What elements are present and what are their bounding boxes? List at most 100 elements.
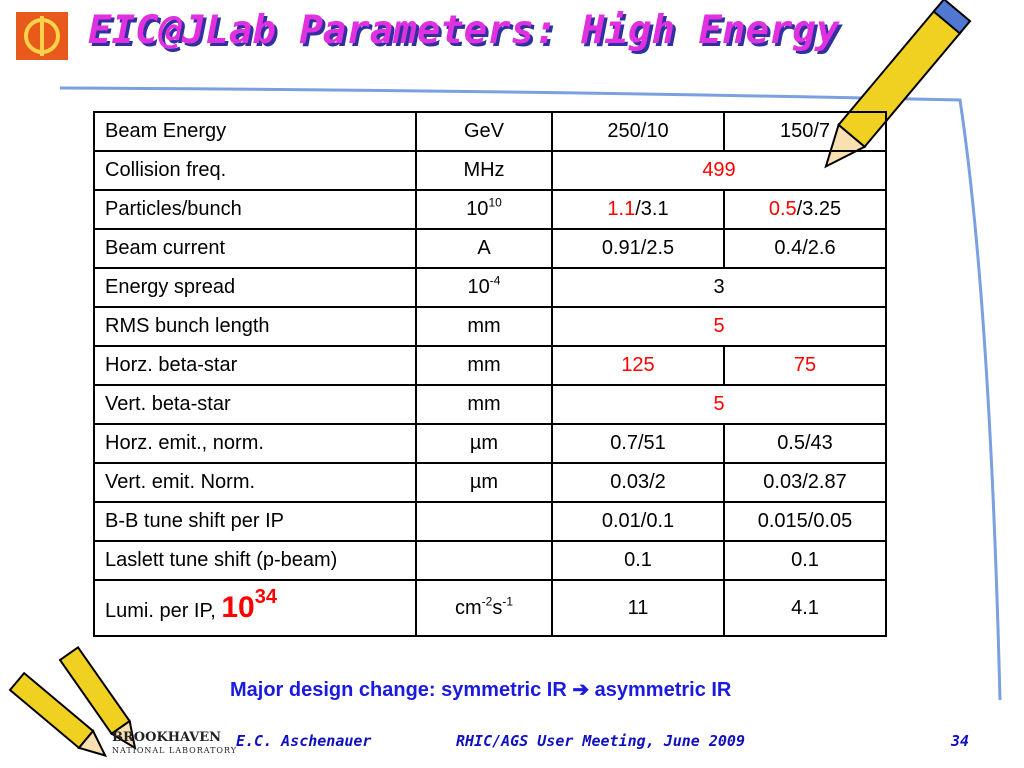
table-cell: 75 — [723, 345, 887, 386]
cell-text: 0.5/43 — [777, 432, 833, 454]
cell-text: /3.1 — [635, 198, 669, 220]
table-cell: mm — [415, 384, 553, 425]
cell-text: 10 — [467, 276, 490, 298]
table-row: Lumi. per IP, 1034 cm-2s-1 11 4.1 — [93, 579, 887, 637]
table-cell: Particles/bunch — [93, 189, 417, 230]
table-row: B-B tune shift per IP 0.01/0.1 0.015/0.05 — [93, 501, 887, 542]
cell-text: 5 — [713, 315, 725, 337]
table-cell: 150/7 — [723, 111, 887, 152]
cell-text: 11 — [627, 596, 649, 619]
cell-text: 0.1 — [624, 549, 652, 571]
cell-text: -4 — [489, 273, 501, 288]
logo-line: BROOKHAVEN — [112, 730, 222, 745]
table-cell: Vert. beta-star — [93, 384, 417, 425]
table-row: Vert. beta-star mm 5 — [93, 384, 887, 425]
footer-page: 34 — [951, 732, 970, 750]
cell-text: -2 — [481, 594, 493, 609]
table-row: Beam current A 0.91/2.5 0.4/2.6 — [93, 228, 887, 269]
cell-text: Vert. emit. Norm. — [105, 471, 256, 493]
table-row: Collision freq. MHz 499 — [93, 150, 887, 191]
table-cell: 499 — [551, 150, 887, 191]
table-cell: Laslett tune shift (p-beam) — [93, 540, 417, 581]
cell-text: MHz — [463, 159, 505, 181]
cell-text: Vert. beta-star — [105, 393, 231, 415]
table-cell: Beam Energy — [93, 111, 417, 152]
cell-text: 5 — [713, 393, 725, 415]
table-cell: Lumi. per IP, 1034 — [93, 579, 417, 637]
table-cell: µm — [415, 423, 553, 464]
cell-text: -1 — [502, 594, 513, 609]
pencil — [58, 645, 137, 750]
table-cell: Vert. emit. Norm. — [93, 462, 417, 503]
cell-text: GeV — [463, 120, 505, 142]
cell-text: Horz. beta-star — [105, 354, 238, 376]
table-cell: MHz — [415, 150, 553, 191]
cell-text: Lumi. per IP, — [105, 600, 222, 622]
footer-author: E.C. Aschenauer — [236, 732, 372, 750]
parameter-table: Beam Energy GeV 250/10 150/7 Collision freq.… — [93, 111, 887, 637]
cell-text: 1.1 — [607, 198, 636, 220]
cell-text: 0.7/51 — [610, 432, 666, 454]
table-cell: Collision freq. — [93, 150, 417, 191]
cell-text: A — [477, 237, 491, 259]
pencil — [8, 671, 108, 758]
table-row: Horz. beta-star mm 125 75 — [93, 345, 887, 386]
cell-text: 0.91/2.5 — [601, 237, 675, 259]
table-cell: 0.5/43 — [723, 423, 887, 464]
table-cell: 5 — [551, 306, 887, 347]
table-cell: cm-2s-1 — [415, 579, 553, 637]
cell-text: 0.01/0.1 — [601, 510, 675, 532]
table-cell: 1010 — [415, 189, 553, 230]
footer-event: RHIC/AGS User Meeting, June 2009 — [456, 732, 745, 750]
cell-text: mm — [467, 393, 501, 415]
table-row: Laslett tune shift (p-beam) 0.1 0.1 — [93, 540, 887, 581]
cell-text: µm — [469, 471, 499, 493]
table-cell: Beam current — [93, 228, 417, 269]
table-row: Horz. emit., norm. µm 0.7/51 0.5/43 — [93, 423, 887, 464]
table-cell: 0.1 — [551, 540, 725, 581]
cell-text: 0.03/2 — [610, 471, 666, 493]
cell-text: cm — [454, 596, 482, 619]
note: Major design change: symmetric IR ➔ asym… — [230, 679, 732, 701]
table-cell: 0.01/0.1 — [551, 501, 725, 542]
table-cell: GeV — [415, 111, 553, 152]
table-cell: 5 — [551, 384, 887, 425]
table-cell: 0.5/3.25 — [723, 189, 887, 230]
cell-text: 250/10 — [607, 120, 669, 142]
cell-text: 125 — [621, 354, 655, 376]
table-row: Particles/bunch 1010 1.1/3.1 0.5/3.25 — [93, 189, 887, 230]
cell-text: 3 — [713, 276, 725, 298]
cell-text: 0.015/0.05 — [757, 510, 853, 532]
table-row: Vert. emit. Norm. µm 0.03/2 0.03/2.87 — [93, 462, 887, 503]
cell-text: 10 — [488, 195, 502, 210]
cell-text: 0.03/2.87 — [763, 471, 847, 493]
cell-text: 0.5 — [768, 198, 797, 220]
cell-text: µm — [469, 432, 499, 454]
cell-text: 0.1 — [791, 549, 819, 571]
cell-text: RMS bunch length — [105, 315, 270, 337]
table-cell: 4.1 — [723, 579, 887, 637]
cell-text: s — [492, 596, 503, 619]
cell-text: 34 — [254, 586, 277, 608]
table-cell: 0.4/2.6 — [723, 228, 887, 269]
cell-text: /3.25 — [796, 198, 842, 220]
cell-text: Energy spread — [105, 276, 236, 298]
table-cell: mm — [415, 345, 553, 386]
cell-text: Particles/bunch — [105, 198, 242, 220]
logo-line: NATIONAL LABORATORY — [112, 746, 238, 755]
table-cell: Horz. emit., norm. — [93, 423, 417, 464]
cell-text: Collision freq. — [105, 159, 227, 181]
table-cell: 0.03/2 — [551, 462, 725, 503]
cell-text: mm — [467, 354, 501, 376]
slide-title: EIC@JLab Parameters: High Energy — [88, 8, 840, 53]
cell-text: 75 — [793, 354, 817, 376]
cell-text: B-B tune shift per IP — [105, 510, 284, 532]
table-cell: 0.7/51 — [551, 423, 725, 464]
cell-text: mm — [467, 315, 501, 337]
table-row: Beam Energy GeV 250/10 150/7 — [93, 111, 887, 152]
table-cell: Energy spread — [93, 267, 417, 308]
cell-text: Laslett tune shift (p-beam) — [105, 549, 338, 571]
table-cell — [415, 540, 553, 581]
table-cell: A — [415, 228, 553, 269]
